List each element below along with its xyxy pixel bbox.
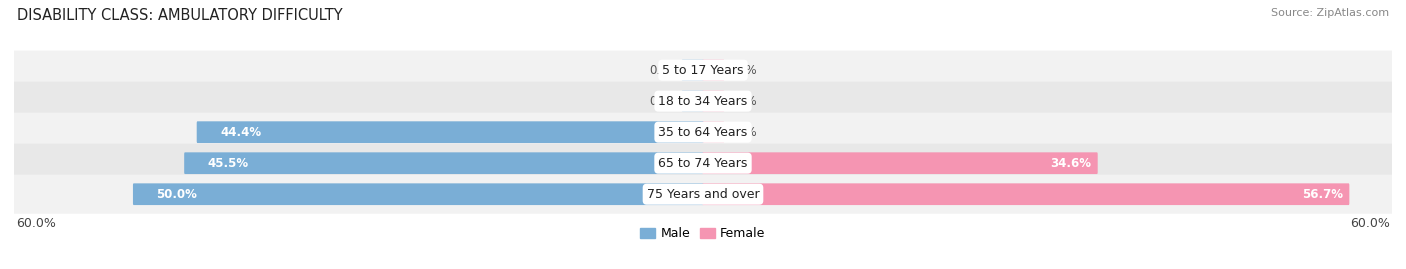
FancyBboxPatch shape	[13, 51, 1393, 90]
FancyBboxPatch shape	[13, 175, 1393, 214]
FancyBboxPatch shape	[13, 113, 1393, 152]
Text: 60.0%: 60.0%	[1350, 217, 1389, 231]
Text: 44.4%: 44.4%	[221, 126, 262, 139]
Legend: Male, Female: Male, Female	[636, 222, 770, 245]
FancyBboxPatch shape	[197, 121, 703, 143]
Text: 45.5%: 45.5%	[208, 157, 249, 170]
FancyBboxPatch shape	[703, 183, 1350, 205]
Text: 65 to 74 Years: 65 to 74 Years	[658, 157, 748, 170]
FancyBboxPatch shape	[134, 183, 703, 205]
Text: 35 to 64 Years: 35 to 64 Years	[658, 126, 748, 139]
FancyBboxPatch shape	[13, 82, 1393, 121]
Text: 50.0%: 50.0%	[156, 188, 197, 201]
Text: 56.7%: 56.7%	[1302, 188, 1343, 201]
Text: 0.0%: 0.0%	[727, 95, 756, 108]
FancyBboxPatch shape	[703, 121, 724, 143]
Text: 0.0%: 0.0%	[727, 64, 756, 77]
Text: Source: ZipAtlas.com: Source: ZipAtlas.com	[1271, 8, 1389, 18]
FancyBboxPatch shape	[682, 59, 703, 81]
Text: DISABILITY CLASS: AMBULATORY DIFFICULTY: DISABILITY CLASS: AMBULATORY DIFFICULTY	[17, 8, 343, 23]
FancyBboxPatch shape	[703, 152, 1098, 174]
FancyBboxPatch shape	[703, 59, 724, 81]
Text: 34.6%: 34.6%	[1050, 157, 1091, 170]
Text: 60.0%: 60.0%	[17, 217, 56, 231]
FancyBboxPatch shape	[682, 90, 703, 112]
Text: 5 to 17 Years: 5 to 17 Years	[662, 64, 744, 77]
Text: 75 Years and over: 75 Years and over	[647, 188, 759, 201]
FancyBboxPatch shape	[184, 152, 703, 174]
FancyBboxPatch shape	[703, 90, 724, 112]
Text: 18 to 34 Years: 18 to 34 Years	[658, 95, 748, 108]
FancyBboxPatch shape	[13, 144, 1393, 183]
Text: 0.0%: 0.0%	[650, 64, 679, 77]
Text: 0.0%: 0.0%	[650, 95, 679, 108]
Text: 0.0%: 0.0%	[727, 126, 756, 139]
